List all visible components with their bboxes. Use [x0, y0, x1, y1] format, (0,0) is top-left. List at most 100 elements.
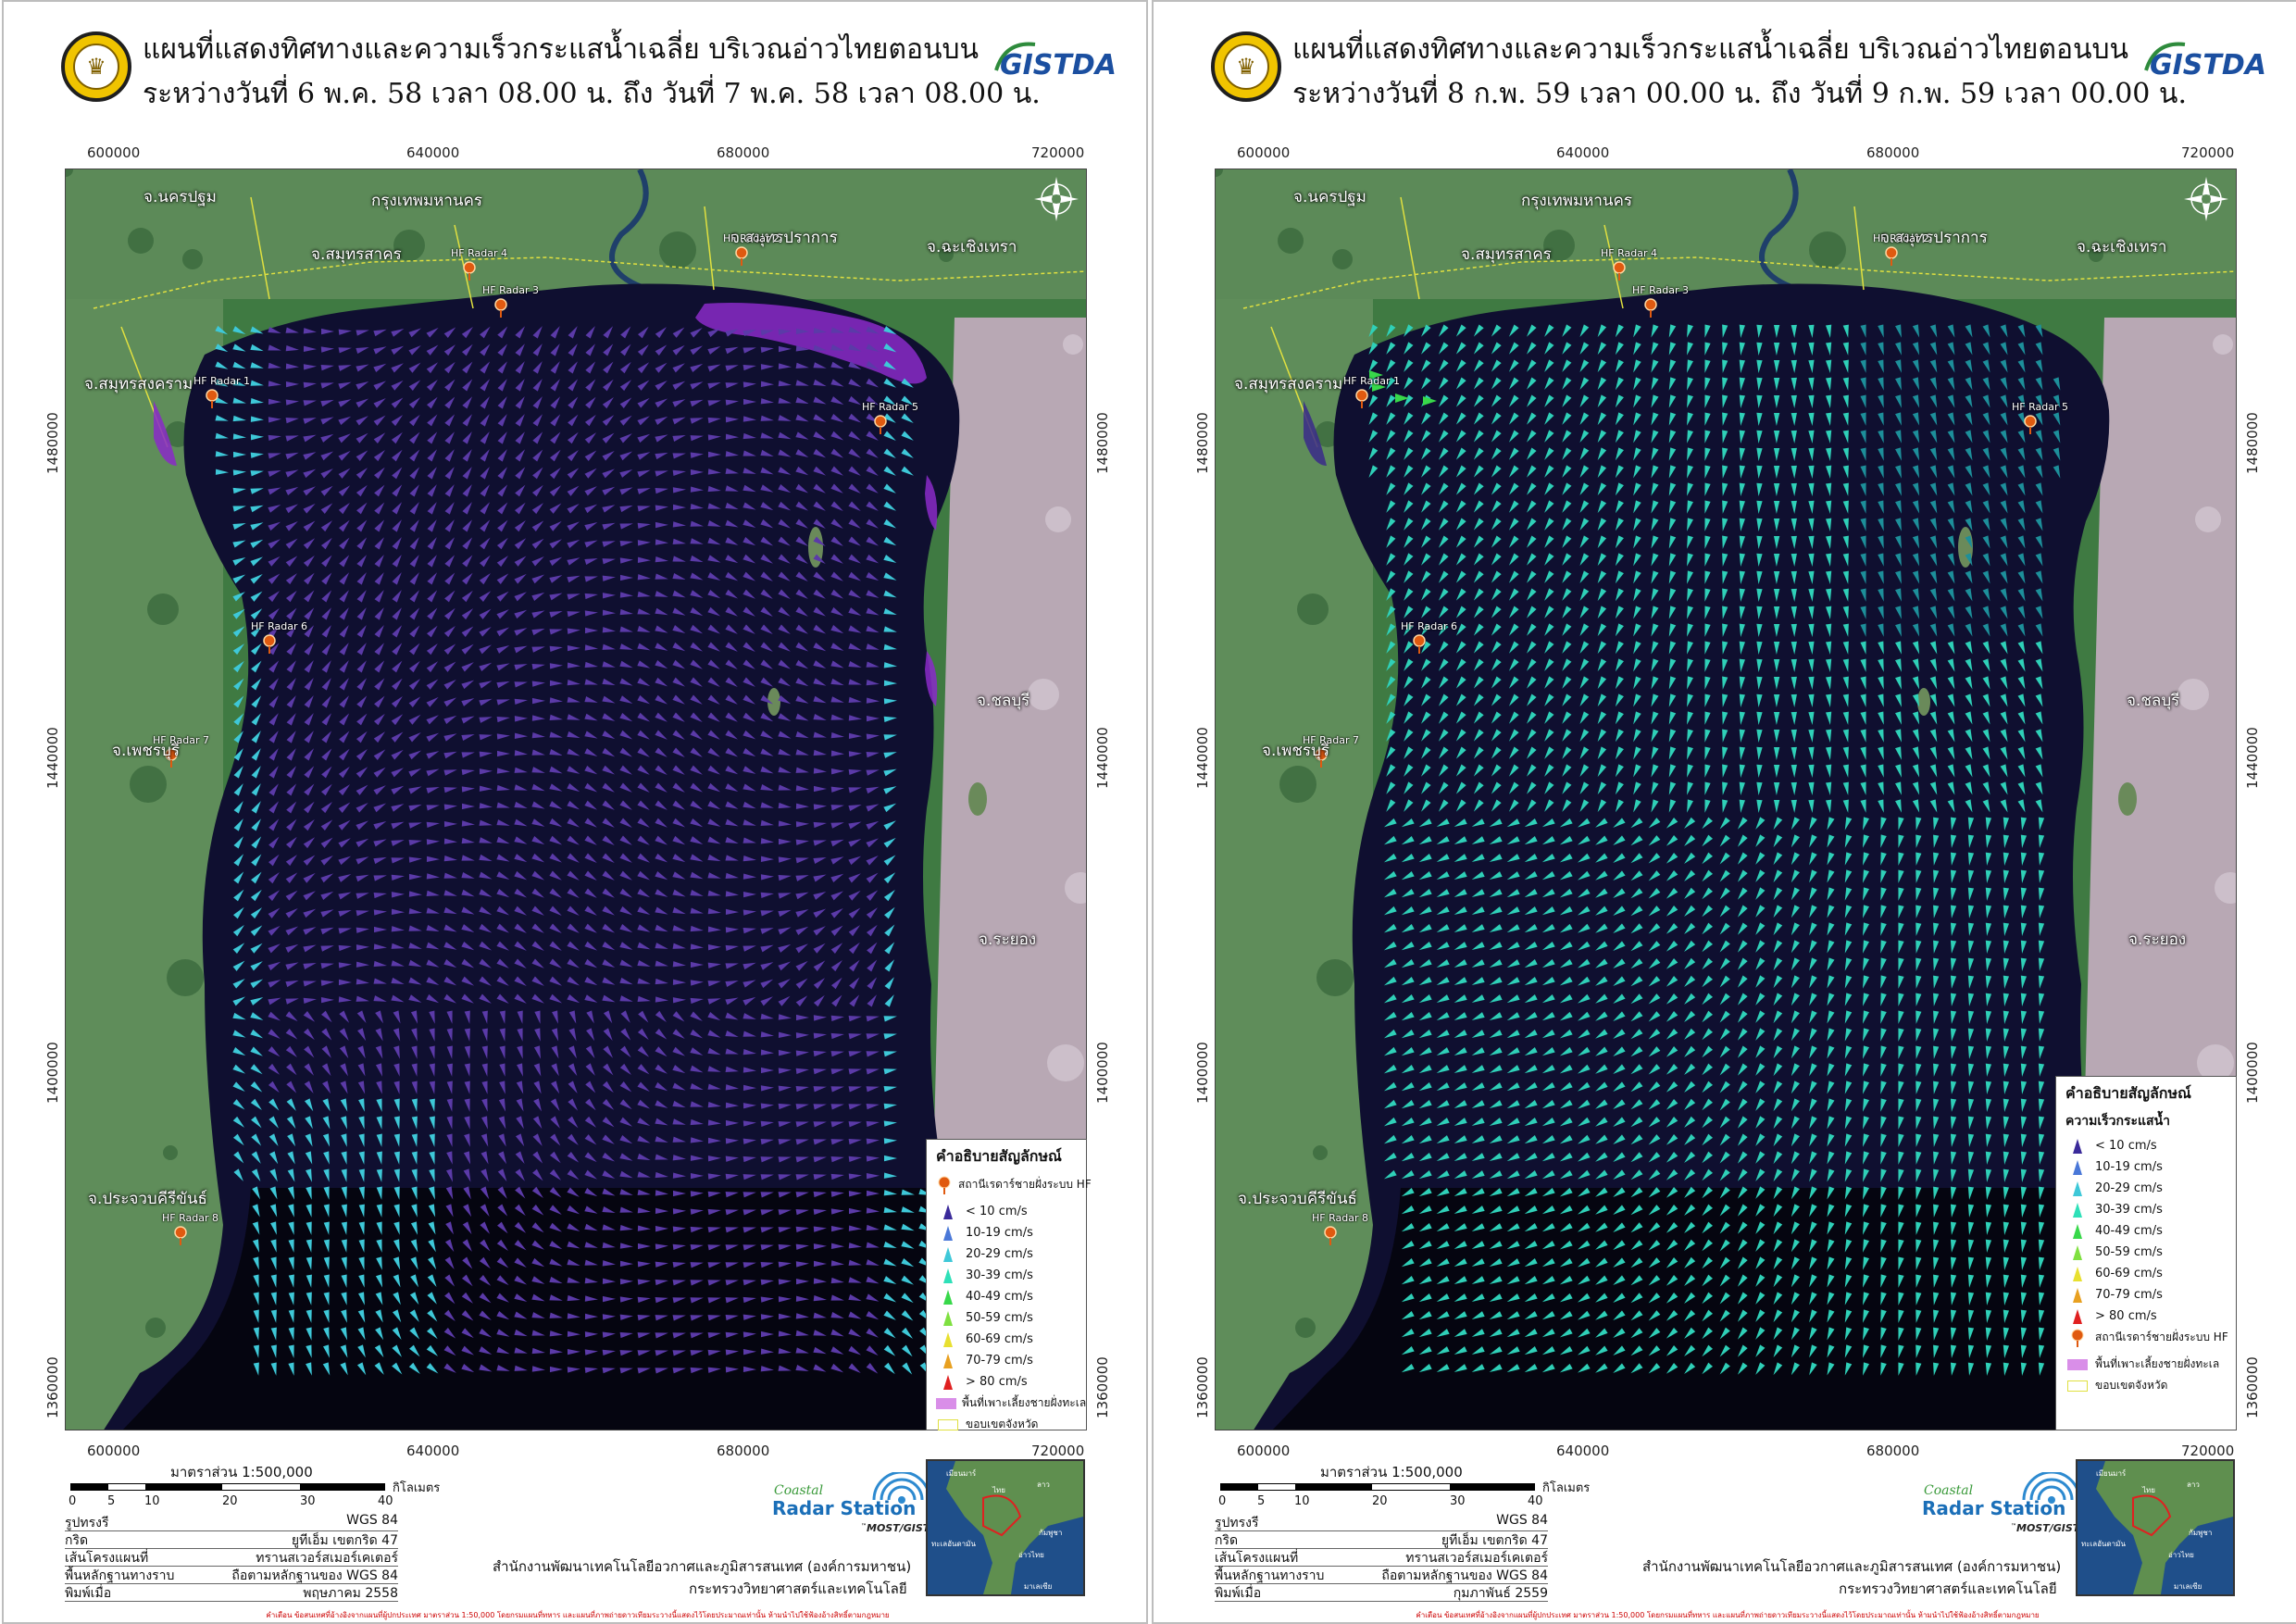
current-arrow	[848, 1104, 862, 1110]
current-arrow	[725, 485, 739, 492]
current-arrow	[1506, 1258, 1520, 1268]
current-arrow	[690, 890, 704, 896]
current-arrow	[1898, 1045, 1904, 1059]
current-arrow	[1615, 781, 1624, 795]
current-arrow	[1579, 764, 1590, 778]
current-arrow	[320, 997, 334, 1004]
current-arrow	[392, 1309, 402, 1323]
current-arrow	[1524, 1082, 1538, 1092]
current-arrow	[672, 1226, 686, 1232]
current-arrow	[778, 397, 792, 404]
current-arrow	[534, 1010, 541, 1024]
current-arrow	[286, 1081, 297, 1093]
current-arrow	[1827, 1362, 1835, 1376]
current-arrow	[1898, 1274, 1904, 1288]
current-arrow	[1386, 693, 1396, 706]
current-arrow	[584, 540, 598, 548]
current-arrow	[1827, 1028, 1835, 1042]
current-arrow	[1704, 676, 1711, 690]
current-arrow	[443, 697, 456, 707]
current-arrow	[1947, 764, 1955, 778]
current-arrow	[619, 1081, 632, 1093]
current-arrow	[443, 838, 457, 844]
current-arrow	[848, 1191, 862, 1197]
current-arrow	[1967, 1362, 1975, 1376]
current-arrow	[1559, 835, 1573, 845]
current-arrow	[1473, 658, 1484, 671]
current-arrow	[1722, 518, 1728, 531]
current-arrow	[288, 1309, 294, 1323]
current-arrow	[304, 748, 315, 761]
current-arrow	[1454, 1047, 1467, 1056]
current-arrow	[303, 837, 316, 849]
current-arrow	[742, 891, 756, 898]
current-arrow	[725, 433, 739, 440]
current-arrow	[306, 1168, 312, 1182]
current-arrow	[374, 678, 385, 691]
current-arrow	[1489, 854, 1503, 863]
current-arrow	[2038, 1274, 2045, 1288]
current-arrow	[1471, 1170, 1485, 1179]
current-arrow	[427, 449, 438, 462]
current-arrow	[1541, 923, 1555, 933]
current-arrow	[426, 696, 439, 707]
current-arrow	[1755, 1168, 1766, 1181]
current-arrow	[2000, 553, 2008, 567]
current-arrow	[1559, 1293, 1573, 1303]
current-arrow	[427, 1274, 437, 1288]
current-arrow	[1860, 606, 1866, 619]
current-arrow	[320, 503, 333, 514]
current-arrow	[1544, 746, 1554, 759]
current-arrow	[848, 1259, 862, 1266]
current-arrow	[584, 748, 598, 756]
current-arrow	[288, 1362, 294, 1376]
current-arrow	[742, 554, 756, 564]
current-arrow	[742, 928, 756, 934]
current-arrow	[1915, 1045, 1922, 1059]
gistda-logo-text: GISTDA	[1000, 49, 1117, 81]
current-arrow	[1577, 1152, 1591, 1162]
current-arrow	[1982, 377, 1990, 391]
current-arrow	[1421, 447, 1431, 460]
current-arrow	[549, 801, 563, 810]
current-arrow	[602, 522, 616, 531]
current-arrow	[1684, 1045, 1696, 1057]
current-arrow	[795, 414, 809, 422]
current-arrow	[480, 379, 491, 392]
current-arrow	[1613, 941, 1626, 952]
current-arrow	[1860, 394, 1866, 408]
current-arrow	[2017, 781, 2026, 795]
current-arrow	[795, 875, 809, 881]
current-arrow	[1687, 377, 1693, 391]
current-arrow	[655, 344, 668, 356]
current-arrow	[479, 662, 493, 672]
current-arrow	[461, 1292, 474, 1304]
speed-arrow-icon	[936, 1330, 960, 1350]
current-arrow	[1630, 1240, 1643, 1251]
current-arrow	[253, 1256, 259, 1270]
legend-speed-class: > 80 cm/s	[936, 1371, 1086, 1393]
current-arrow	[1844, 1239, 1853, 1253]
current-arrow	[1613, 1328, 1626, 1339]
current-arrow	[1898, 1151, 1904, 1165]
current-arrow	[232, 660, 244, 673]
current-arrow	[1880, 887, 1887, 901]
current-arrow	[1436, 1293, 1450, 1303]
current-arrow	[232, 1099, 245, 1110]
current-arrow	[427, 519, 437, 532]
current-arrow	[250, 961, 263, 971]
current-arrow	[232, 996, 245, 1006]
current-arrow	[269, 1151, 279, 1165]
current-arrow	[321, 731, 332, 743]
current-arrow	[443, 1327, 456, 1339]
current-arrow	[1950, 1081, 1957, 1094]
current-arrow	[498, 1098, 506, 1112]
current-arrow	[1880, 852, 1887, 866]
current-arrow	[341, 1292, 347, 1305]
current-arrow	[1825, 342, 1832, 356]
current-arrow	[1878, 553, 1884, 567]
current-arrow	[778, 484, 792, 493]
current-arrow	[1595, 976, 1608, 986]
legend-speed-class: < 10 cm/s	[936, 1201, 1086, 1222]
current-arrow	[1666, 834, 1678, 846]
